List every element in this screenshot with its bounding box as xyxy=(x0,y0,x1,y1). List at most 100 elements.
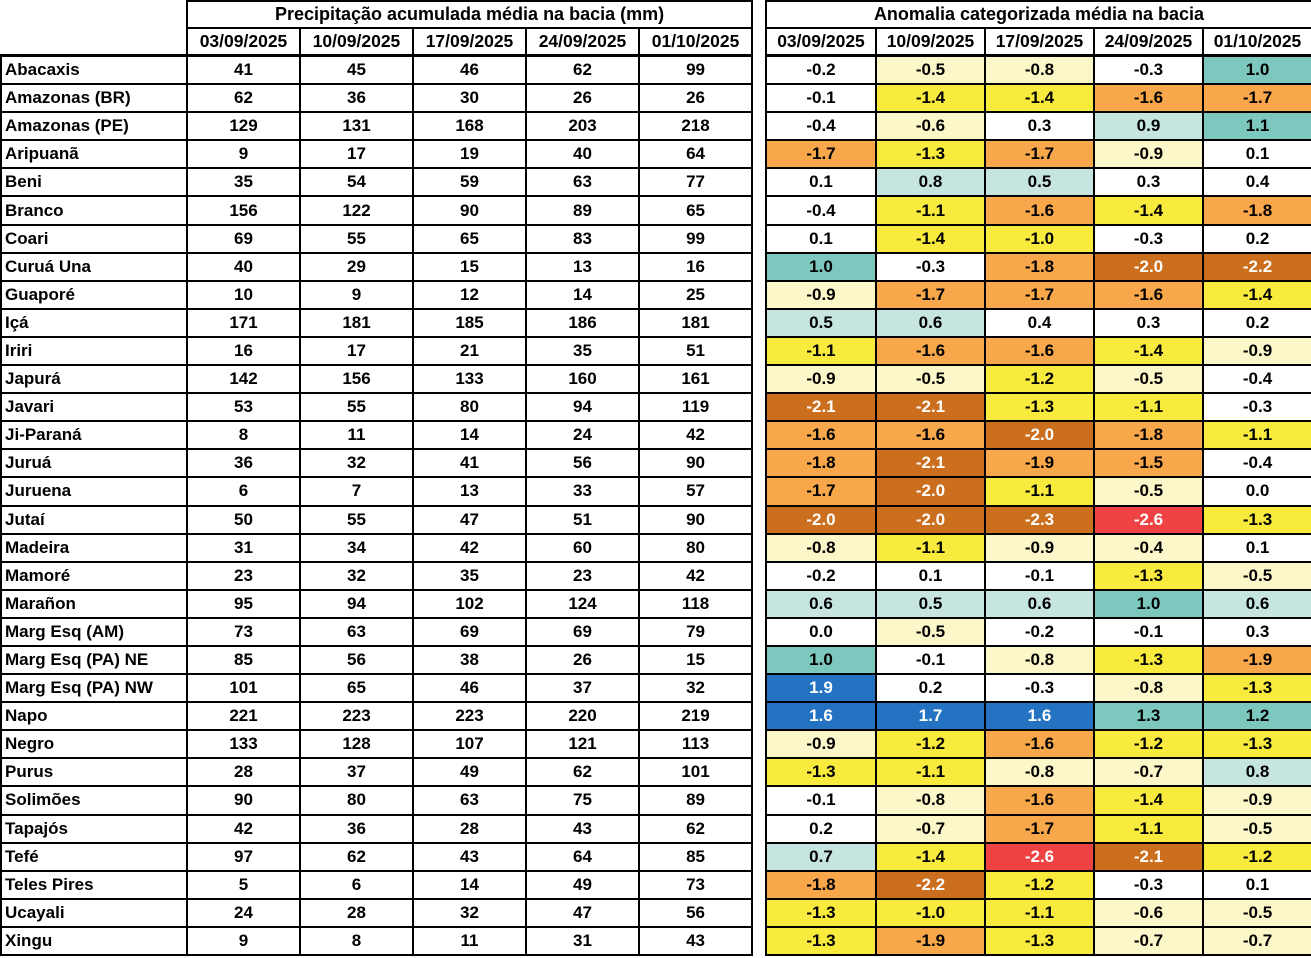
precip-cell: 156 xyxy=(186,195,301,226)
precip-cell: 17 xyxy=(299,335,414,367)
anomaly-row: 0.7 -1.4 -2.6 -2.1 -1.2 xyxy=(765,841,1311,872)
anomaly-cell: -1.6 xyxy=(1093,83,1204,114)
anomaly-cell: -0.4 xyxy=(765,111,877,142)
precip-cell: 168 xyxy=(412,111,527,142)
anomaly-table-title: Anomalia categorizada média na bacia xyxy=(764,0,1311,29)
precip-cell: 28 xyxy=(186,757,301,788)
anomaly-cell: -1.1 xyxy=(984,476,1095,507)
anomaly-cell: -2.1 xyxy=(875,392,986,423)
precip-cell: 41 xyxy=(186,54,301,86)
basin-label: Marg Esq (PA) NE xyxy=(0,644,188,676)
precip-cell: 219 xyxy=(637,701,754,732)
precip-cell: 63 xyxy=(412,785,527,816)
precip-cell: 133 xyxy=(186,729,301,760)
anomaly-cell: -1.2 xyxy=(1201,841,1311,872)
basin-label: Marañon xyxy=(0,588,188,619)
precip-cell: 41 xyxy=(412,448,527,479)
precip-cell: 131 xyxy=(299,111,414,142)
precip-cell: 62 xyxy=(299,841,414,872)
precip-cell: 97 xyxy=(186,841,301,872)
basin-label: Tefé xyxy=(0,841,188,872)
precip-row: Teles Pires 5 6 14 49 73 xyxy=(0,869,754,900)
precip-cell: 119 xyxy=(637,392,754,423)
precip-row: Juruá 36 32 41 56 90 xyxy=(0,448,754,479)
precip-cell: 77 xyxy=(637,167,754,198)
precip-cell: 26 xyxy=(525,83,640,114)
basin-label: Iriri xyxy=(0,335,188,367)
precip-cell: 223 xyxy=(412,701,527,732)
precip-cell: 101 xyxy=(186,673,301,704)
anomaly-cell: -0.5 xyxy=(1201,897,1311,928)
anomaly-cell: 1.6 xyxy=(984,701,1095,732)
anomaly-cell: -1.4 xyxy=(1093,335,1204,367)
precip-row: Marg Esq (PA) NW 101 65 46 37 32 xyxy=(0,673,754,704)
anomaly-cell: 0.0 xyxy=(1201,476,1311,507)
precip-row: Amazonas (PE) 129 131 168 203 218 xyxy=(0,111,754,142)
basin-label: Içá xyxy=(0,307,188,338)
anomaly-cell: -2.0 xyxy=(875,504,986,535)
anomaly-cell: -0.4 xyxy=(1093,532,1204,563)
anomaly-cell: -1.1 xyxy=(875,195,986,226)
anomaly-cell: -0.5 xyxy=(1201,560,1311,591)
precip-cell: 65 xyxy=(299,673,414,704)
anomaly-cell: -0.9 xyxy=(765,729,877,760)
precip-cell: 19 xyxy=(412,139,527,170)
anomaly-cell: -2.6 xyxy=(984,841,1095,872)
anomaly-cell: 0.6 xyxy=(765,588,877,619)
precip-cell: 65 xyxy=(637,195,754,226)
anomaly-cell: -2.3 xyxy=(984,504,1095,535)
precip-cell: 26 xyxy=(637,83,754,114)
precip-row: Japurá 142 156 133 160 161 xyxy=(0,364,754,395)
anomaly-cell: -0.7 xyxy=(1093,925,1204,957)
precip-cell: 42 xyxy=(637,420,754,451)
precip-cell: 9 xyxy=(186,139,301,170)
precip-cell: 221 xyxy=(186,701,301,732)
anomaly-cell: 0.1 xyxy=(1201,139,1311,170)
anomaly-date-col-2: 10/09/2025 xyxy=(875,27,986,57)
anomaly-cell: -2.0 xyxy=(984,420,1095,451)
precip-cell: 53 xyxy=(186,392,301,423)
precip-cell: 62 xyxy=(525,54,640,86)
anomaly-cell: -0.7 xyxy=(1201,925,1311,957)
basin-label: Amazonas (BR) xyxy=(0,83,188,114)
precipitation-table: Precipitação acumulada média na bacia (m… xyxy=(0,0,754,957)
precip-date-col-2: 10/09/2025 xyxy=(299,27,414,57)
precip-cell: 40 xyxy=(186,251,301,282)
precip-cell: 62 xyxy=(525,757,640,788)
anomaly-title-row: Anomalia categorizada média na bacia xyxy=(764,0,1311,29)
anomaly-cell: -1.3 xyxy=(875,139,986,170)
precip-cell: 73 xyxy=(186,616,301,647)
precip-cell: 16 xyxy=(186,335,301,367)
anomaly-row: 0.1 0.8 0.5 0.3 0.4 xyxy=(765,167,1311,198)
anomaly-cell: -0.5 xyxy=(875,364,986,395)
precip-cell: 60 xyxy=(525,532,640,563)
anomaly-cell: -1.7 xyxy=(1201,83,1311,114)
anomaly-date-col-5: 01/10/2025 xyxy=(1201,27,1311,57)
anomaly-row: 0.6 0.5 0.6 1.0 0.6 xyxy=(765,588,1311,619)
anomaly-cell: 0.2 xyxy=(1201,223,1311,254)
precipitation-table-body: Abacaxis 41 45 46 62 99 Amazonas (BR) 62 36 30 26 2… xyxy=(0,54,754,957)
precip-cell: 55 xyxy=(299,504,414,535)
anomaly-row: -0.1 -1.4 -1.4 -1.6 -1.7 xyxy=(765,83,1311,114)
precip-cell: 36 xyxy=(299,813,414,844)
precip-cell: 31 xyxy=(525,925,640,957)
anomaly-cell: 0.8 xyxy=(1201,757,1311,788)
anomaly-cell: -0.8 xyxy=(984,757,1095,788)
anomaly-cell: 1.0 xyxy=(1093,588,1204,619)
precip-cell: 6 xyxy=(299,869,414,900)
basin-label: Japurá xyxy=(0,364,188,395)
anomaly-row: 1.6 1.7 1.6 1.3 1.2 xyxy=(765,701,1311,732)
precip-row: Tapajós 42 36 28 43 62 xyxy=(0,813,754,844)
precip-cell: 42 xyxy=(412,532,527,563)
anomaly-row: -0.4 -1.1 -1.6 -1.4 -1.8 xyxy=(765,195,1311,226)
anomaly-cell: 1.9 xyxy=(765,673,877,704)
anomaly-cell: 0.2 xyxy=(1201,307,1311,338)
anomaly-cell: 0.1 xyxy=(765,167,877,198)
anomaly-cell: 1.2 xyxy=(1201,701,1311,732)
precip-cell: 5 xyxy=(186,869,301,900)
anomaly-cell: 0.1 xyxy=(875,560,986,591)
precip-cell: 29 xyxy=(299,251,414,282)
precip-cell: 161 xyxy=(637,364,754,395)
anomaly-row: -0.1 -0.8 -1.6 -1.4 -0.9 xyxy=(765,785,1311,816)
